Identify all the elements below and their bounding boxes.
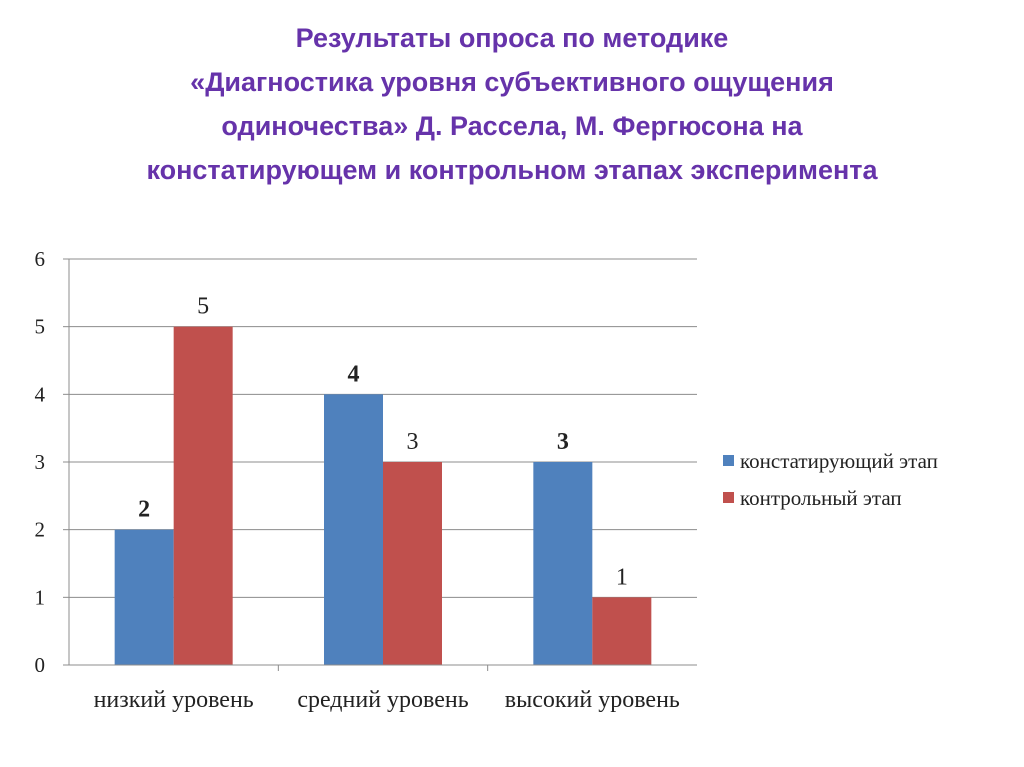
data-label: 3	[407, 429, 419, 455]
y-tick-label: 0	[35, 653, 46, 677]
chart-title-line: констатирующем и контрольном этапах эксп…	[146, 155, 878, 185]
bars	[114, 326, 652, 665]
y-tick-label: 2	[35, 518, 46, 542]
y-tick-label: 3	[35, 450, 46, 474]
data-label: 2	[138, 497, 150, 523]
x-category-label: низкий уровень	[94, 687, 254, 713]
bar	[383, 462, 442, 665]
y-axis-ticks: 0 1 2 3 4 5 6	[35, 247, 46, 677]
bar	[592, 597, 652, 665]
data-labels: 2 5 4 3 3 1	[138, 294, 628, 591]
chart-title-line: «Диагностика уровня субъективного ощущен…	[190, 67, 834, 97]
chart-title-line: Результаты опроса по методике	[295, 23, 729, 53]
x-category-label: высокий уровень	[505, 687, 680, 713]
chart-title-line: одиночества» Д. Рассела, М. Фергюсона на	[221, 111, 803, 141]
legend-swatch	[723, 455, 734, 466]
bar	[533, 462, 593, 665]
x-axis-categories: низкий уровень средний уровень высокий уро…	[94, 687, 680, 713]
legend-label: контрольный этап	[740, 486, 902, 510]
chart-title: Результаты опроса по методике «Диагности…	[40, 16, 984, 192]
y-tick-label: 4	[35, 382, 46, 406]
legend-swatch	[723, 492, 734, 503]
data-label: 5	[197, 294, 209, 320]
y-tick-label: 1	[35, 585, 46, 609]
data-label: 1	[616, 564, 628, 590]
y-tick-label: 5	[35, 315, 46, 339]
data-label: 3	[557, 429, 569, 455]
legend-label: констатирующий этап	[740, 449, 938, 473]
axes	[63, 258, 697, 671]
data-label: 4	[348, 361, 360, 387]
legend: констатирующий этап контрольный этап	[723, 449, 938, 510]
bar	[114, 529, 174, 665]
bar	[324, 394, 383, 665]
bar	[173, 326, 233, 665]
y-tick-label: 6	[35, 247, 46, 271]
x-category-label: средний уровень	[297, 687, 468, 713]
